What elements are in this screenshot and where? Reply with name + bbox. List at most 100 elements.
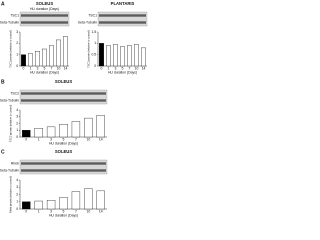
y-tick-label: 2	[16, 121, 18, 125]
blot-band	[21, 21, 68, 24]
y-tick-label: 0	[16, 135, 18, 139]
blot	[19, 89, 108, 105]
y-tick-label: 4	[16, 178, 18, 182]
x-tick-label: 1	[38, 209, 40, 213]
bar	[22, 130, 31, 138]
blot-label: Rheb	[11, 161, 19, 165]
x-tick-label: 0	[25, 137, 27, 141]
bar	[42, 48, 47, 67]
x-tick-label: 1	[108, 66, 110, 70]
blot-label: beta-Tubulin	[0, 168, 19, 172]
y-tick-label: 1	[16, 200, 18, 204]
blot-label: beta-Tubulin	[0, 98, 19, 102]
blot-label: TSC2	[10, 91, 19, 95]
blot	[19, 159, 108, 175]
bar	[49, 45, 54, 67]
y-axis-label: TSC1 protein (relative to control)	[87, 30, 91, 68]
y-tick-label: 0.5	[91, 53, 96, 57]
x-axis-label: HU duration (Days)	[108, 70, 137, 74]
y-tick-label: 3	[16, 115, 18, 119]
x-tick-label: 7	[75, 137, 77, 141]
x-tick-label: 10	[86, 137, 90, 141]
y-tick-label: 1	[16, 53, 18, 57]
bar	[134, 44, 139, 67]
bar	[84, 188, 93, 210]
x-tick-label: 10	[135, 66, 139, 70]
bar	[56, 39, 61, 67]
blot-band	[21, 169, 106, 172]
panel-label: C	[1, 149, 5, 155]
blot-band	[99, 21, 146, 24]
blot-band	[21, 162, 106, 165]
blot-band	[21, 92, 106, 95]
x-tick-label: 14	[99, 209, 103, 213]
y-tick-label: 2	[16, 41, 18, 45]
bar	[28, 53, 33, 67]
y-axis-label: TSC1 protein (relative to control)	[9, 30, 13, 68]
bar	[59, 124, 68, 138]
x-tick-label: 3	[50, 209, 52, 213]
y-tick-label: 2	[16, 192, 18, 196]
y-tick-label: 1.5	[91, 30, 96, 34]
x-tick-label: 5	[63, 209, 65, 213]
x-tick-label: 5	[122, 66, 124, 70]
x-axis-label: HU duration (Days)	[49, 213, 78, 217]
bar	[22, 201, 31, 210]
bar	[46, 126, 56, 138]
chart-title: SOLEUS	[55, 149, 72, 154]
x-tick-label: 5	[44, 66, 46, 70]
x-tick-label: 3	[115, 66, 117, 70]
bar	[71, 191, 81, 210]
x-tick-label: 3	[37, 66, 39, 70]
x-tick-label: 5	[63, 137, 65, 141]
x-tick-label: 14	[142, 66, 146, 70]
blot-label: beta-Tubulin	[78, 20, 97, 24]
x-axis-label: HU duration (Days)	[30, 70, 59, 74]
bar	[96, 190, 105, 210]
bar	[120, 46, 125, 67]
blot-band	[21, 14, 68, 17]
y-tick-label: 1	[16, 128, 18, 132]
x-tick-label: 14	[64, 66, 68, 70]
x-tick-label: 0	[101, 66, 103, 70]
x-tick-label: 7	[75, 209, 77, 213]
x-tick-label: 3	[50, 137, 52, 141]
y-tick-label: 4	[16, 108, 18, 112]
x-tick-label: 10	[57, 66, 61, 70]
panel-label: A	[1, 1, 5, 7]
y-axis-label: TSC2 protein (relative to control)	[9, 105, 13, 143]
blot-band	[99, 14, 146, 17]
blot-label: TSC1	[88, 13, 97, 17]
bar	[59, 197, 68, 210]
y-tick-label: 3	[16, 30, 18, 34]
chart-title: SOLEUS	[36, 1, 53, 6]
bar	[46, 200, 56, 210]
blot-header: HU duration (Days)	[30, 7, 59, 11]
blot	[19, 11, 70, 27]
x-tick-label: 14	[99, 137, 103, 141]
blot-band	[21, 99, 106, 102]
bar	[71, 121, 81, 138]
chart-title: PLANTARIS	[111, 1, 135, 6]
y-tick-label: 0	[16, 64, 18, 68]
bar	[113, 44, 118, 67]
bar	[127, 45, 132, 67]
x-tick-label: 1	[38, 137, 40, 141]
x-tick-label: 10	[86, 209, 90, 213]
y-tick-label: 3	[16, 185, 18, 189]
x-tick-label: 0	[23, 66, 25, 70]
bar	[63, 36, 68, 67]
y-tick-label: 0	[94, 64, 96, 68]
bar	[84, 117, 93, 138]
blot-label: beta-Tubulin	[0, 20, 19, 24]
bar	[106, 45, 111, 67]
bar	[34, 128, 43, 138]
x-tick-label: 7	[51, 66, 53, 70]
bar	[34, 200, 43, 210]
y-tick-label: 1	[94, 41, 96, 45]
chart-title: SOLEUS	[55, 79, 72, 84]
x-tick-label: 7	[129, 66, 131, 70]
bar	[21, 54, 26, 67]
y-axis-label: Rheb protein (relative to control)	[9, 176, 13, 213]
